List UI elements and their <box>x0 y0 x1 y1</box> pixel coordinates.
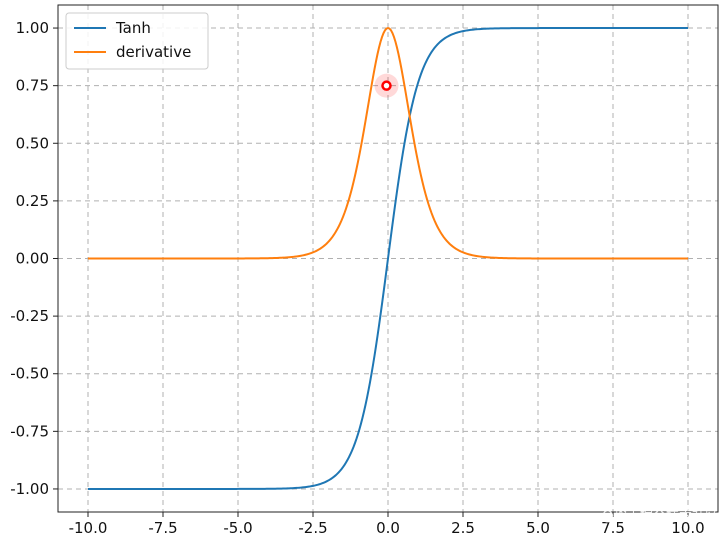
x-tick-label: 7.5 <box>601 519 625 537</box>
y-tick-label: 0.00 <box>16 250 49 268</box>
series-line-derivative <box>88 26 688 260</box>
x-tick-label: -7.5 <box>148 519 177 537</box>
x-tick-label: -10.0 <box>69 519 108 537</box>
y-tick-label: -1.00 <box>10 480 49 498</box>
series-layer <box>88 26 688 490</box>
x-tick-label: -2.5 <box>298 519 327 537</box>
legend: Tanh derivative <box>65 12 209 70</box>
y-tick-label: -0.25 <box>10 307 49 325</box>
y-tick-label: 1.00 <box>16 19 49 37</box>
y-tick-label: 0.25 <box>16 192 49 210</box>
x-tick-label: 2.5 <box>451 519 475 537</box>
y-tick-label: -0.75 <box>10 422 49 440</box>
legend-label-derivative: derivative <box>116 43 191 61</box>
y-tick-label: -0.50 <box>10 365 49 383</box>
legend-label-tanh: Tanh <box>115 19 151 37</box>
ticks: -10.0 -7.5 -5.0 -2.5 0.0 2.5 5.0 7.5 10.0 -1.00 -0… <box>10 19 705 537</box>
x-tick-label: 0.0 <box>376 519 400 537</box>
watermark-text: @稀土掘金技术社区 <box>601 508 718 524</box>
series-line-tanh <box>88 27 688 490</box>
y-tick-label: 0.75 <box>16 77 49 95</box>
x-tick-label: 10.0 <box>671 519 704 537</box>
highlight-marker-layer <box>374 73 399 98</box>
x-tick-label: 5.0 <box>526 519 550 537</box>
y-tick-label: 0.50 <box>16 134 49 152</box>
x-tick-label: -5.0 <box>223 519 252 537</box>
highlight-point <box>381 80 392 91</box>
